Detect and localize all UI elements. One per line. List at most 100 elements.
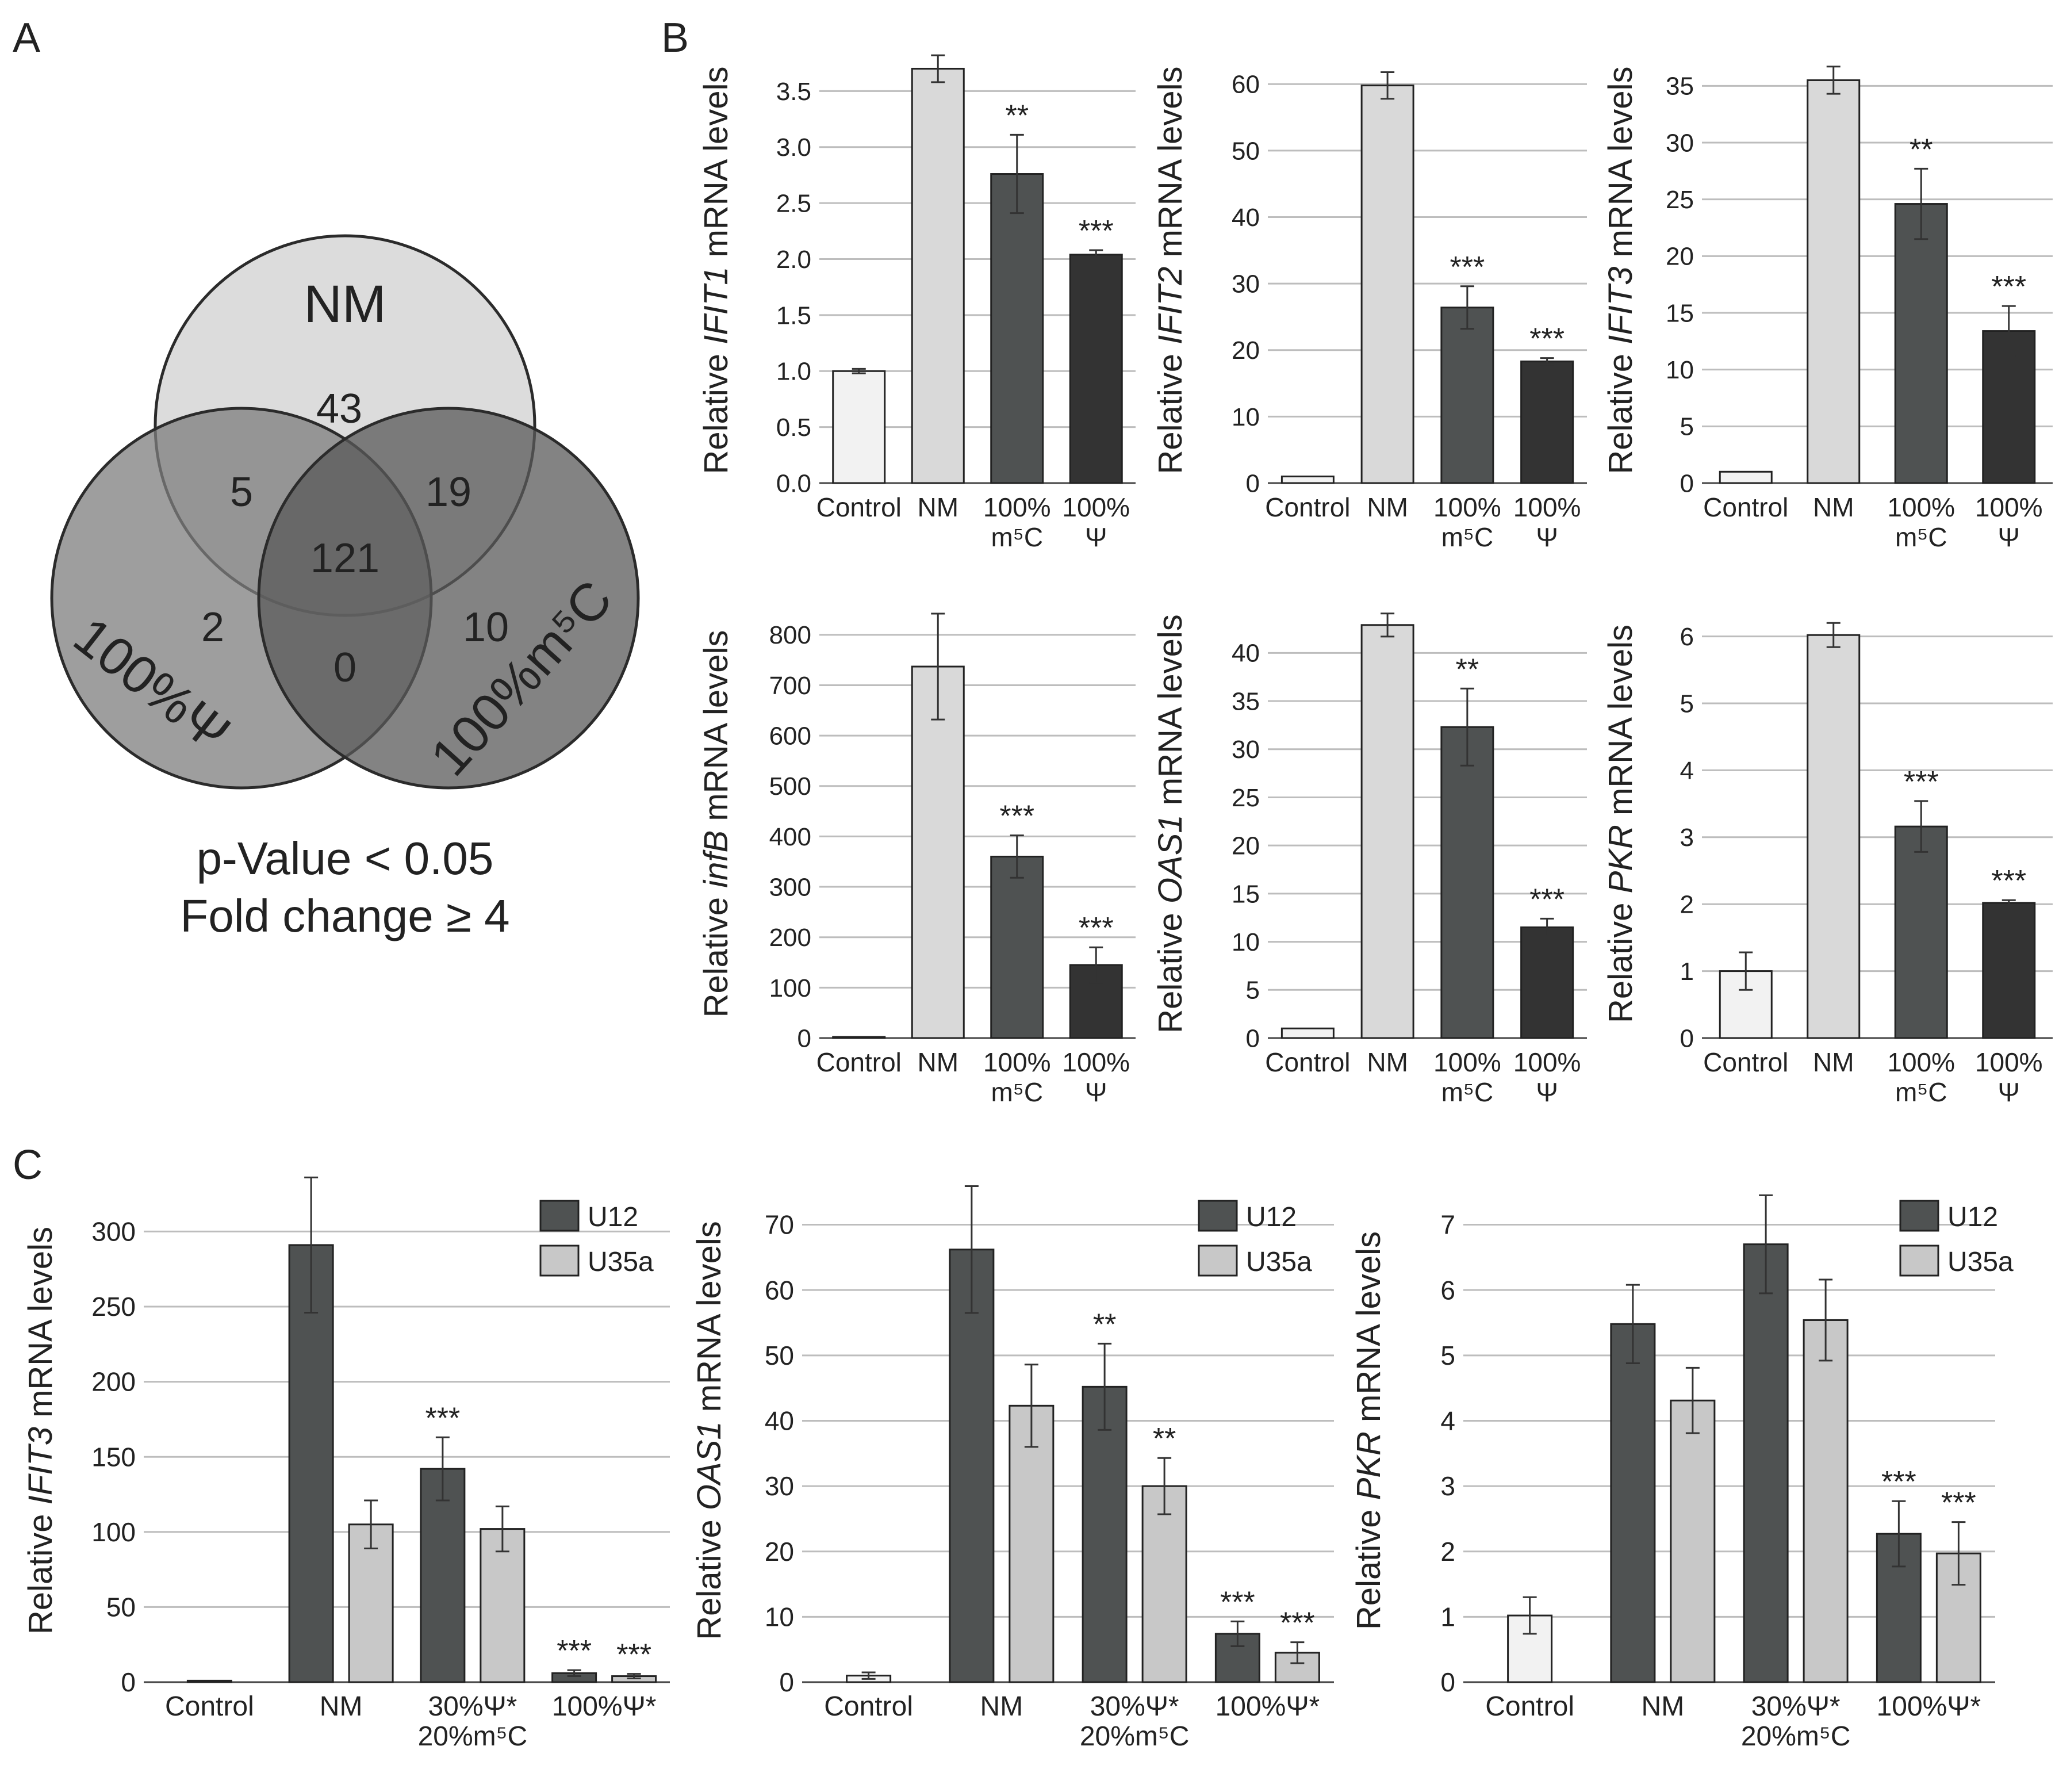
x-tick-label: m⁵C	[1895, 522, 1947, 552]
x-tick-label: 100%	[983, 492, 1051, 522]
significance-marker: ***	[999, 800, 1034, 833]
bar	[1440, 307, 1494, 484]
x-tick-label: 100%	[1433, 492, 1501, 522]
x-tick-label: NM	[1813, 1047, 1854, 1077]
bar	[949, 1249, 995, 1683]
venn-count-psi-only: 2	[201, 604, 224, 650]
venn-count-m5c-only: 10	[463, 604, 509, 650]
bar	[832, 370, 886, 484]
chart-pkr: 0 1 2 3 4 5 6 Relative PKR mRNA levels Control NM…	[1602, 622, 2053, 1107]
y-tick-label: 2	[1440, 1537, 1455, 1567]
bar	[1360, 85, 1414, 484]
y-tick-label: 0.5	[776, 413, 811, 442]
significance-marker: ***	[1079, 215, 1114, 248]
y-tick-label: 30	[1232, 736, 1260, 764]
y-axis-label: Relative infB mRNA levels	[697, 630, 735, 1018]
y-tick-label: 40	[1232, 204, 1260, 232]
significance-marker: **	[1456, 653, 1479, 686]
venn-count-nm-only: 43	[316, 386, 362, 432]
legend: U12 U35a	[539, 1200, 654, 1277]
y-tick-label: 0	[121, 1667, 136, 1697]
bar	[1894, 203, 1948, 484]
y-tick-label: 30	[1666, 129, 1694, 157]
y-tick-label: 5	[1680, 690, 1694, 718]
y-tick-label: 4	[1680, 757, 1694, 785]
chart-ifit3: 0 5 10 15 20 25 30 35 Relative IFIT3 mRNA levels…	[1602, 66, 2053, 552]
x-tick-label: 100%	[1975, 492, 2043, 522]
bar	[1610, 1323, 1656, 1683]
y-tick-label: 35	[1666, 72, 1694, 101]
bar	[1280, 475, 1335, 484]
y-tick-label: 40	[1232, 640, 1260, 668]
x-tick-label: 100%	[1887, 492, 1955, 522]
y-tick-label: 7	[1440, 1210, 1455, 1240]
bar	[1807, 79, 1861, 484]
significance-marker: **	[1910, 133, 1933, 166]
x-tick-label: 100%	[983, 1047, 1051, 1077]
legend-label: U12	[588, 1202, 638, 1232]
y-tick-label: 10	[765, 1602, 794, 1632]
x-tick-label: 20%m⁵C	[418, 1721, 528, 1752]
significance-marker: ***	[1941, 1487, 1976, 1520]
bar	[1360, 624, 1414, 1039]
y-tick-label: 100	[769, 974, 811, 1002]
y-tick-label: 0	[1246, 469, 1260, 497]
venn-footer-pvalue: p-Value < 0.05	[197, 833, 494, 884]
bar	[480, 1528, 526, 1683]
legend: U12 U35a	[1899, 1200, 2014, 1277]
x-tick-label: NM	[1367, 1047, 1408, 1077]
venn-diagram: NM 43 5 19 121 2 10 0 100%Ψ 100%m⁵C p-Va…	[50, 234, 640, 941]
y-tick-label: 3	[1440, 1471, 1455, 1501]
y-tick-label: 15	[1666, 299, 1694, 327]
x-tick-label: Control	[1703, 1047, 1788, 1077]
y-tick-label: 50	[765, 1341, 794, 1370]
bar	[1520, 360, 1574, 484]
y-tick-label: 20	[1666, 243, 1694, 271]
y-axis-label: Relative IFIT3 mRNA levels	[22, 1227, 59, 1634]
y-tick-label: 400	[769, 823, 811, 851]
y-tick-label: 50	[1232, 137, 1260, 165]
y-tick-label: 0	[1440, 1667, 1455, 1697]
venn-circle-m5c	[257, 407, 640, 790]
significance-marker: **	[1093, 1308, 1116, 1341]
x-tick-label: Control	[1265, 1047, 1350, 1077]
x-tick-label: NM	[320, 1691, 363, 1722]
panel-label-c: C	[13, 1142, 43, 1188]
bar	[1520, 926, 1574, 1039]
y-tick-label: 3	[1680, 824, 1694, 852]
x-tick-label: Control	[1265, 492, 1350, 522]
y-tick-label: 30	[1232, 270, 1260, 298]
x-tick-label: 20%m⁵C	[1741, 1721, 1851, 1752]
legend-swatch	[539, 1245, 580, 1277]
legend-label: U12	[1246, 1202, 1297, 1232]
y-tick-label: 2.5	[776, 190, 811, 218]
y-axis-label: Relative IFIT3 mRNA levels	[1602, 66, 1639, 474]
y-tick-label: 2.0	[776, 246, 811, 274]
y-tick-label: 15	[1232, 880, 1260, 908]
y-tick-label: 3.0	[776, 133, 811, 162]
bar	[1440, 726, 1494, 1039]
significance-marker: ***	[1904, 765, 1939, 799]
x-tick-label: 30%Ψ*	[428, 1691, 517, 1722]
legend-label: U12	[1947, 1202, 1998, 1232]
y-tick-label: 0.0	[776, 469, 811, 497]
x-tick-label: 100%	[1513, 492, 1581, 522]
legend-swatch	[1899, 1200, 1939, 1232]
significance-marker: ***	[1220, 1586, 1255, 1619]
y-tick-label: 25	[1666, 186, 1694, 214]
significance-marker: **	[1153, 1422, 1176, 1456]
panel-label-a: A	[13, 15, 40, 61]
significance-marker: ***	[1991, 270, 2026, 304]
x-tick-label: m⁵C	[1441, 1077, 1494, 1107]
y-tick-label: 200	[91, 1367, 136, 1397]
chart-oas1: 0 5 10 15 20 25 30 35 40 Relative OAS1 mRNA level…	[1152, 612, 1587, 1107]
bar	[832, 1036, 886, 1039]
x-tick-label: 20%m⁵C	[1080, 1721, 1190, 1752]
legend-swatch	[1899, 1245, 1939, 1277]
bar	[1894, 825, 1948, 1039]
y-tick-label: 100	[91, 1517, 136, 1547]
x-tick-label: 100%	[1513, 1047, 1581, 1077]
y-tick-label: 10	[1666, 356, 1694, 384]
y-tick-label: 0	[1680, 469, 1694, 497]
y-axis-label: Relative IFIT1 mRNA levels	[697, 66, 735, 474]
